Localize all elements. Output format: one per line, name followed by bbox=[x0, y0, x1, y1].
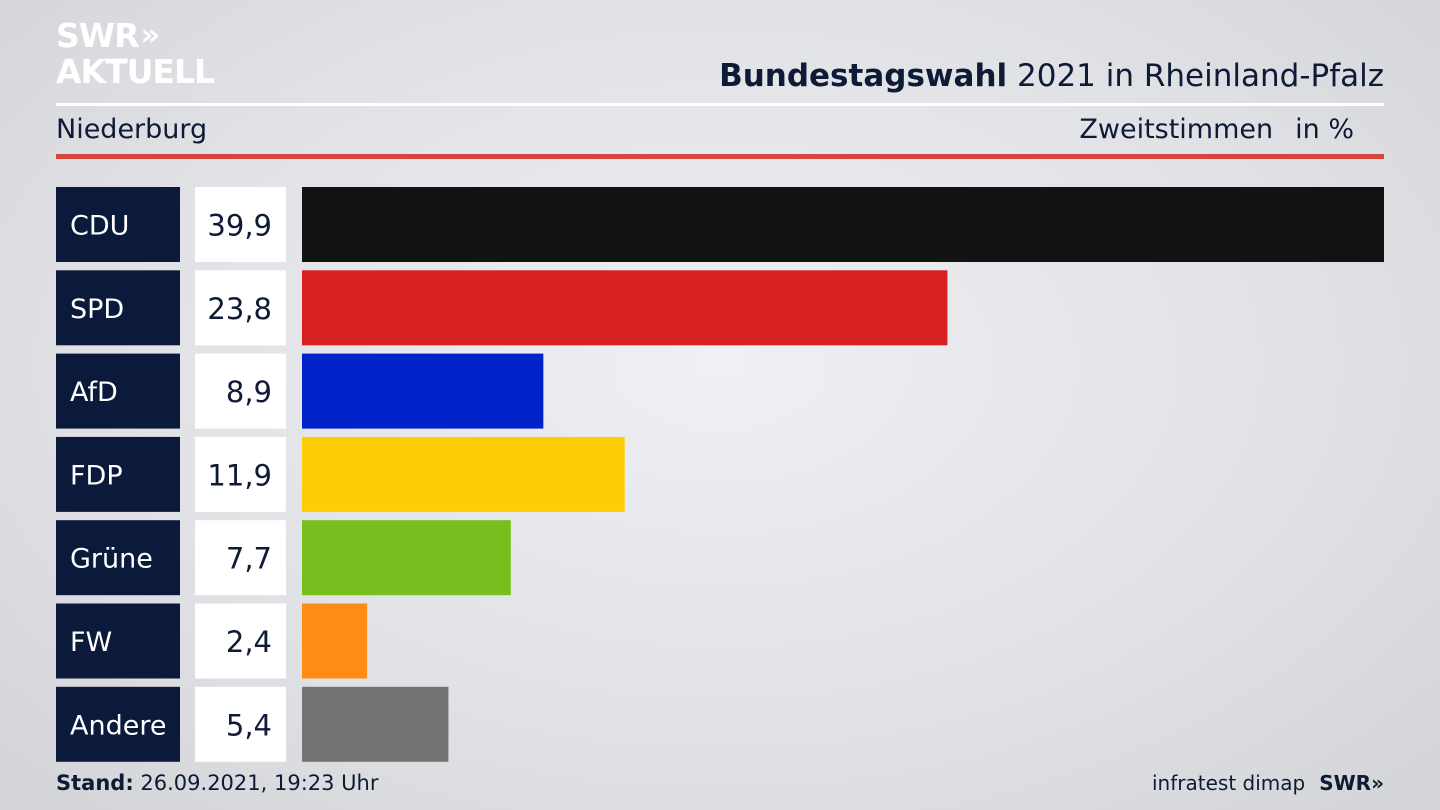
value-box-spd bbox=[195, 270, 286, 346]
source-label: infratest dimap bbox=[1152, 771, 1306, 795]
unit-label: in % bbox=[1295, 114, 1354, 145]
party-label-cdu: CDU bbox=[70, 211, 129, 242]
bar-fdp bbox=[302, 436, 625, 512]
value-box-fw bbox=[195, 603, 286, 679]
value-label-cdu: 39,9 bbox=[207, 209, 272, 243]
header-divider bbox=[56, 103, 1384, 106]
party-label-fdp: FDP bbox=[70, 460, 123, 491]
value-label-fw: 2,4 bbox=[226, 625, 272, 659]
party-label-box-fdp bbox=[56, 436, 180, 512]
accent-divider bbox=[56, 154, 1384, 159]
bar-fw bbox=[302, 603, 368, 679]
party-label-fw: FW bbox=[70, 627, 112, 658]
value-box-fdp bbox=[195, 436, 286, 512]
bar-cdu bbox=[302, 187, 1384, 262]
value-box-afd bbox=[195, 353, 286, 429]
value-label-andere: 5,4 bbox=[226, 708, 272, 742]
party-label-andere: Andere bbox=[70, 710, 166, 741]
party-label-box-andere bbox=[56, 686, 180, 762]
value-label-spd: 23,8 bbox=[207, 292, 272, 326]
bar-gr-ne bbox=[302, 520, 511, 596]
bar-spd bbox=[302, 270, 948, 346]
page-title: Bundestagswahl 2021 in Rheinland-Pfalz bbox=[719, 58, 1384, 94]
value-box-cdu bbox=[195, 187, 286, 262]
value-box-andere bbox=[195, 686, 286, 762]
value-label-gr-ne: 7,7 bbox=[226, 542, 272, 576]
swr-aktuell-logo: SWR» AKTUELL bbox=[56, 16, 215, 91]
source-credit: infratest dimap SWR» bbox=[1152, 771, 1384, 795]
timestamp: Stand: 26.09.2021, 19:23 Uhr bbox=[56, 771, 379, 795]
party-label-box-fw bbox=[56, 603, 180, 679]
chevron-icon: » bbox=[1371, 771, 1384, 795]
measure-label: Zweitstimmen in % bbox=[1079, 114, 1354, 145]
party-label-afd: AfD bbox=[70, 377, 118, 408]
party-label-box-afd bbox=[56, 353, 180, 429]
party-label-spd: SPD bbox=[70, 294, 124, 325]
location-label: Niederburg bbox=[56, 114, 208, 145]
party-label-box-spd bbox=[56, 270, 180, 346]
party-label-box-gr-ne bbox=[56, 520, 180, 596]
party-label-box-cdu bbox=[56, 187, 180, 262]
party-label-gr-ne: Grüne bbox=[70, 544, 153, 575]
bar-afd bbox=[302, 353, 544, 429]
bar-andere bbox=[302, 686, 449, 762]
value-label-afd: 8,9 bbox=[226, 375, 272, 409]
swr-logo: SWR» bbox=[1319, 771, 1384, 795]
value-box-gr-ne bbox=[195, 520, 286, 596]
value-label-fdp: 11,9 bbox=[207, 458, 272, 492]
